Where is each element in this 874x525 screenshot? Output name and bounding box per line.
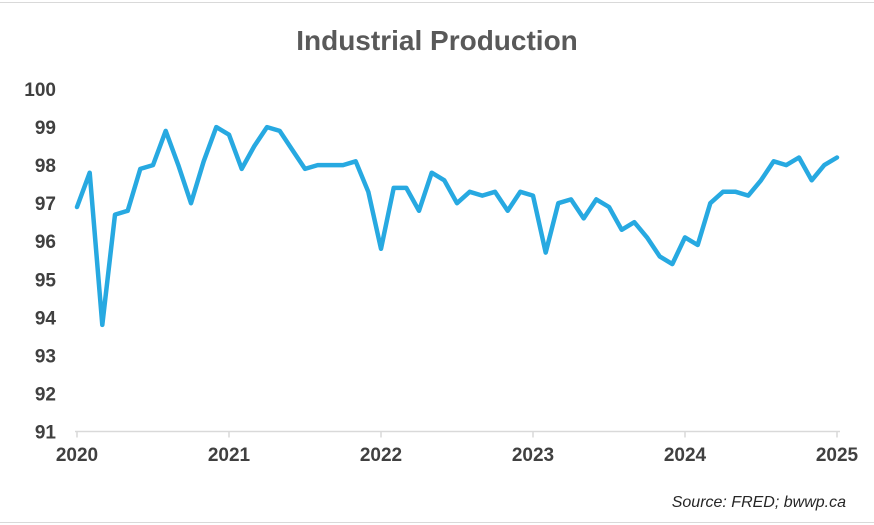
source-note: Source: FRED; bwwp.ca — [671, 494, 846, 511]
y-tick-label: 99 — [35, 118, 56, 139]
y-tick-label: 100 — [24, 80, 56, 101]
y-tick-label: 92 — [35, 384, 56, 405]
chart-title: Industrial Production — [296, 25, 578, 56]
y-tick-label: 97 — [35, 194, 56, 215]
x-tick-label: 2023 — [512, 445, 554, 466]
x-tick-label: 2025 — [816, 445, 859, 466]
x-tick-label: 2022 — [360, 445, 402, 466]
y-tick-label: 96 — [35, 232, 56, 253]
frame-border-bottom — [0, 522, 874, 523]
y-tick-label: 93 — [35, 346, 56, 367]
y-tick-label: 94 — [35, 308, 57, 329]
frame-border-top — [0, 2, 874, 3]
industrial-production-line — [74, 124, 840, 328]
x-tick-label: 2020 — [56, 445, 98, 466]
y-tick-label: 98 — [35, 156, 56, 177]
y-tick-label: 91 — [35, 423, 57, 444]
x-tick-label: 2021 — [208, 445, 251, 466]
y-tick-label: 95 — [35, 270, 57, 291]
x-tick-label: 2024 — [664, 445, 707, 466]
